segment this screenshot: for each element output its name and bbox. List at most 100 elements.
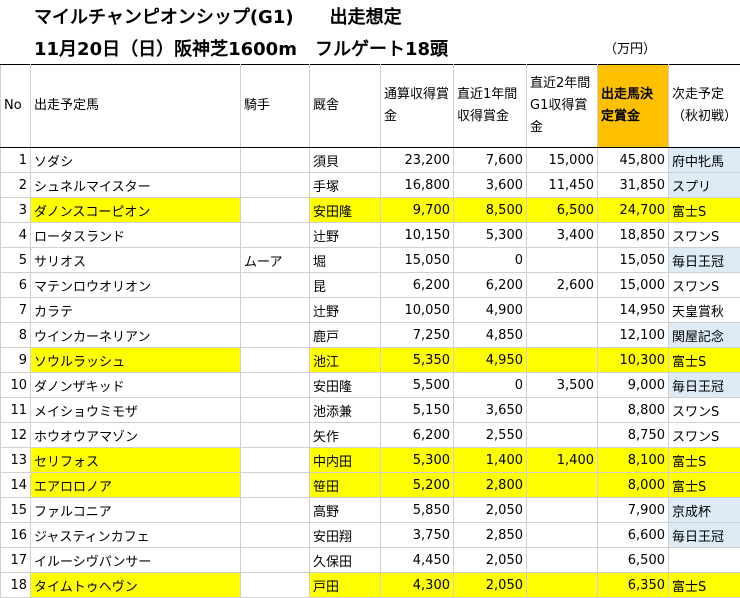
jockey[interactable] xyxy=(241,298,310,323)
horse-name[interactable]: ダノンスコーピオン xyxy=(31,198,241,223)
recent1-prize[interactable]: 2,050 xyxy=(454,498,527,523)
recent2-prize[interactable] xyxy=(527,548,598,573)
recent2-prize[interactable] xyxy=(527,248,598,273)
total-prize[interactable]: 6,200 xyxy=(381,423,454,448)
row-no[interactable]: 9 xyxy=(1,348,31,373)
jockey[interactable]: ムーア xyxy=(241,248,310,273)
row-no[interactable]: 15 xyxy=(1,498,31,523)
next-race[interactable]: スプリ xyxy=(669,173,740,198)
row-no[interactable]: 16 xyxy=(1,523,31,548)
row-no[interactable]: 5 xyxy=(1,248,31,273)
jockey[interactable] xyxy=(241,473,310,498)
next-race[interactable]: 毎日王冠 xyxy=(669,248,740,273)
recent1-prize[interactable]: 0 xyxy=(454,373,527,398)
decided-prize[interactable]: 9,000 xyxy=(598,373,669,398)
total-prize[interactable]: 5,350 xyxy=(381,348,454,373)
jockey[interactable] xyxy=(241,148,310,173)
stable[interactable]: 須貝 xyxy=(310,148,381,173)
row-no[interactable]: 4 xyxy=(1,223,31,248)
row-no[interactable]: 13 xyxy=(1,448,31,473)
jockey[interactable] xyxy=(241,498,310,523)
recent1-prize[interactable]: 3,650 xyxy=(454,398,527,423)
decided-prize[interactable]: 15,000 xyxy=(598,273,669,298)
recent2-prize[interactable] xyxy=(527,473,598,498)
stable[interactable]: 手塚 xyxy=(310,173,381,198)
stable[interactable]: 中内田 xyxy=(310,448,381,473)
horse-name[interactable]: ソダシ xyxy=(31,148,241,173)
total-prize[interactable]: 6,200 xyxy=(381,273,454,298)
row-no[interactable]: 8 xyxy=(1,323,31,348)
total-prize[interactable]: 4,300 xyxy=(381,573,454,598)
recent1-prize[interactable]: 1,400 xyxy=(454,448,527,473)
jockey[interactable] xyxy=(241,223,310,248)
recent2-prize[interactable]: 2,600 xyxy=(527,273,598,298)
next-race[interactable]: スワンS xyxy=(669,398,740,423)
total-prize[interactable]: 16,800 xyxy=(381,173,454,198)
stable[interactable]: 笹田 xyxy=(310,473,381,498)
horse-name[interactable]: メイショウミモザ xyxy=(31,398,241,423)
next-race[interactable]: 富士S xyxy=(669,198,740,223)
recent1-prize[interactable]: 8,500 xyxy=(454,198,527,223)
row-no[interactable]: 1 xyxy=(1,148,31,173)
stable[interactable]: 高野 xyxy=(310,498,381,523)
stable[interactable]: 久保田 xyxy=(310,548,381,573)
next-race[interactable]: 毎日王冠 xyxy=(669,523,740,548)
horse-name[interactable]: ロータスランド xyxy=(31,223,241,248)
next-race[interactable]: 富士S xyxy=(669,448,740,473)
recent2-prize[interactable]: 3,500 xyxy=(527,373,598,398)
next-race[interactable]: 関屋記念 xyxy=(669,323,740,348)
recent2-prize[interactable]: 1,400 xyxy=(527,448,598,473)
row-no[interactable]: 7 xyxy=(1,298,31,323)
recent2-prize[interactable]: 15,000 xyxy=(527,148,598,173)
row-no[interactable]: 3 xyxy=(1,198,31,223)
stable[interactable]: 辻野 xyxy=(310,298,381,323)
jockey[interactable] xyxy=(241,548,310,573)
recent1-prize[interactable]: 0 xyxy=(454,248,527,273)
horse-name[interactable]: ダノンザキッド xyxy=(31,373,241,398)
stable[interactable]: 辻野 xyxy=(310,223,381,248)
next-race[interactable]: 京成杯 xyxy=(669,498,740,523)
stable[interactable]: 鹿戸 xyxy=(310,323,381,348)
horse-name[interactable]: タイムトゥヘヴン xyxy=(31,573,241,598)
row-no[interactable]: 14 xyxy=(1,473,31,498)
row-no[interactable]: 2 xyxy=(1,173,31,198)
decided-prize[interactable]: 7,900 xyxy=(598,498,669,523)
stable[interactable]: 矢作 xyxy=(310,423,381,448)
row-no[interactable]: 10 xyxy=(1,373,31,398)
recent1-prize[interactable]: 2,050 xyxy=(454,548,527,573)
decided-prize[interactable]: 8,750 xyxy=(598,423,669,448)
recent1-prize[interactable]: 2,050 xyxy=(454,573,527,598)
recent2-prize[interactable]: 3,400 xyxy=(527,223,598,248)
jockey[interactable] xyxy=(241,348,310,373)
next-race[interactable]: 富士S xyxy=(669,473,740,498)
row-no[interactable]: 18 xyxy=(1,573,31,598)
recent2-prize[interactable] xyxy=(527,298,598,323)
horse-name[interactable]: ウインカーネリアン xyxy=(31,323,241,348)
decided-prize[interactable]: 6,600 xyxy=(598,523,669,548)
jockey[interactable] xyxy=(241,323,310,348)
decided-prize[interactable]: 8,800 xyxy=(598,398,669,423)
decided-prize[interactable]: 6,350 xyxy=(598,573,669,598)
row-no[interactable]: 6 xyxy=(1,273,31,298)
total-prize[interactable]: 5,150 xyxy=(381,398,454,423)
jockey[interactable] xyxy=(241,273,310,298)
decided-prize[interactable]: 12,100 xyxy=(598,323,669,348)
total-prize[interactable]: 5,850 xyxy=(381,498,454,523)
jockey[interactable] xyxy=(241,373,310,398)
horse-name[interactable]: カラテ xyxy=(31,298,241,323)
row-no[interactable]: 17 xyxy=(1,548,31,573)
recent1-prize[interactable]: 2,550 xyxy=(454,423,527,448)
